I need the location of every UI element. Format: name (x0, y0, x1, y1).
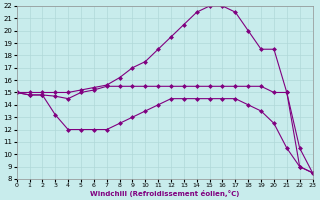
X-axis label: Windchill (Refroidissement éolien,°C): Windchill (Refroidissement éolien,°C) (90, 190, 239, 197)
